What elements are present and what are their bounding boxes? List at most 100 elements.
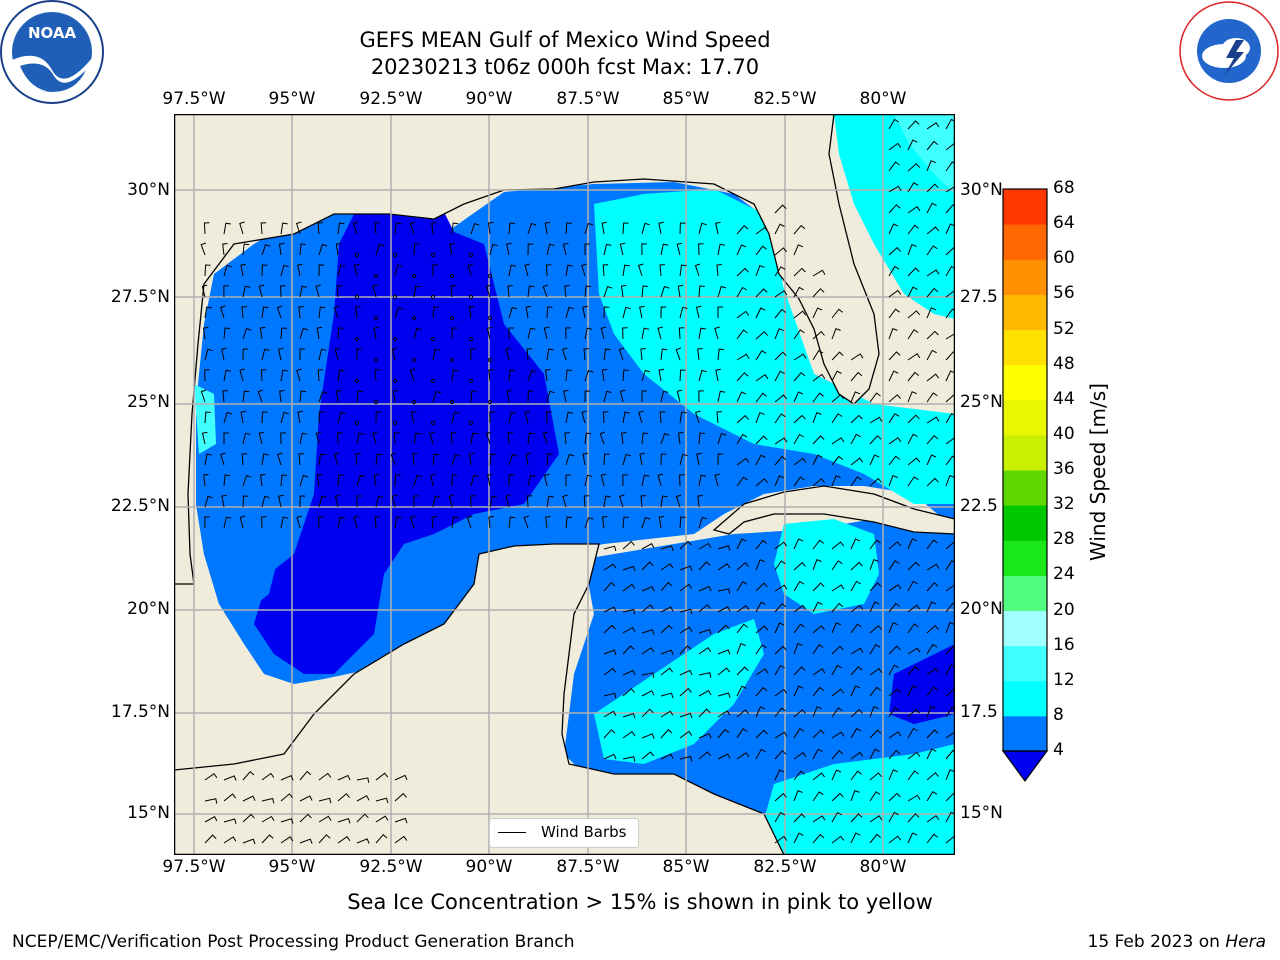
wind-barb [542,431,549,445]
wind-barb [242,390,250,403]
wind-barb [755,454,766,466]
wind-barb [888,413,900,424]
colorbar-under-triangle [1001,750,1049,783]
wind-barb [641,516,651,529]
gulf-edge-lt4 [196,414,279,614]
wind-barb [831,437,845,445]
wind-barb [907,623,919,634]
lat-tick-left: 27.5°N [110,287,170,307]
wind-barb [793,770,806,781]
wind-barb [261,815,275,823]
wind-barb [736,286,748,298]
wind-barb [430,473,436,487]
wind-barb [299,243,306,256]
wind-barb [812,539,825,550]
calm-barb [392,336,398,342]
wind-barb [926,349,937,361]
wind-barb [375,833,388,844]
wind-barb [584,243,590,255]
wind-barb [546,348,554,361]
wind-barb [641,222,650,235]
wind-barb [945,203,955,214]
wind-barb [355,306,361,319]
wind-barb [774,204,787,214]
wind-barb [394,835,408,844]
lon-tick-bottom: 85°W [662,857,710,877]
wind-barb [869,582,882,592]
wind-barb [926,373,940,382]
wind-barb [926,748,937,760]
wind-barb [926,791,938,802]
wind-barb [641,647,655,655]
wind-barb [584,390,591,403]
wind-barb [641,432,649,445]
wind-barb [299,348,305,360]
calm-barb [354,336,360,342]
wind-barb [432,495,441,508]
calm-barb [487,315,493,321]
wind-barb [716,411,723,424]
wind-barb [315,431,322,445]
wind-barb [451,516,459,529]
lon-tick-bottom: 90°W [465,857,513,877]
lat-tick-right: 15°N [960,803,1003,823]
wind-barb [451,474,458,487]
wind-barb [774,394,788,403]
wind-barb [755,265,765,277]
wind-barb [508,306,518,319]
wind-barb [223,327,230,340]
wind-barb [375,797,389,804]
wind-barb [888,246,901,256]
wind-barb [717,710,731,718]
wind-barb [774,560,786,571]
wind-barb [793,353,807,361]
calm-barb [468,420,474,426]
colorbar-block [1003,399,1047,436]
wind-barb [619,242,626,256]
wind-barb [242,495,249,508]
wind-barb [926,601,937,613]
wind-barb [660,692,674,699]
wind-barb [204,369,210,382]
wind-barb [318,772,332,781]
atlantic-water-8to12 [834,114,955,319]
wind-barb [584,432,592,445]
wind-barb [565,453,575,466]
wind-barb [276,305,283,319]
colorbar-block [1003,610,1047,647]
wind-barb [850,433,861,445]
wind-barb [261,495,270,508]
wind-barb [793,666,806,676]
wind-barb [679,474,685,487]
wind-barb [278,494,284,508]
wind-barb [450,432,457,445]
wind-barb [200,242,207,256]
wind-barb [508,327,514,339]
wind-barb [356,795,370,802]
wind-barb [793,310,807,319]
wind-barb [850,666,863,676]
wind-barb [793,752,807,760]
wind-barb [907,665,920,676]
wind-barb [204,348,213,361]
wind-barb [280,432,286,445]
wind-barb [907,182,919,193]
wind-barb [563,389,569,403]
wind-barb [907,139,918,151]
wind-barb [945,769,955,781]
wind-barb [679,645,692,655]
wind-barb [736,685,747,697]
wind-barb [660,649,674,655]
wind-barb [793,329,805,340]
wind-barb [257,389,264,403]
colorbar-block [1003,470,1047,506]
wind-barb [660,728,673,739]
wind-barb [755,601,766,613]
wind-barb [527,432,535,445]
wind-barb [945,370,955,382]
wind-barb [714,326,720,340]
wind-barb [850,476,862,487]
wind-barb [850,685,861,697]
wind-barb [675,347,682,361]
wind-barb [603,563,617,571]
